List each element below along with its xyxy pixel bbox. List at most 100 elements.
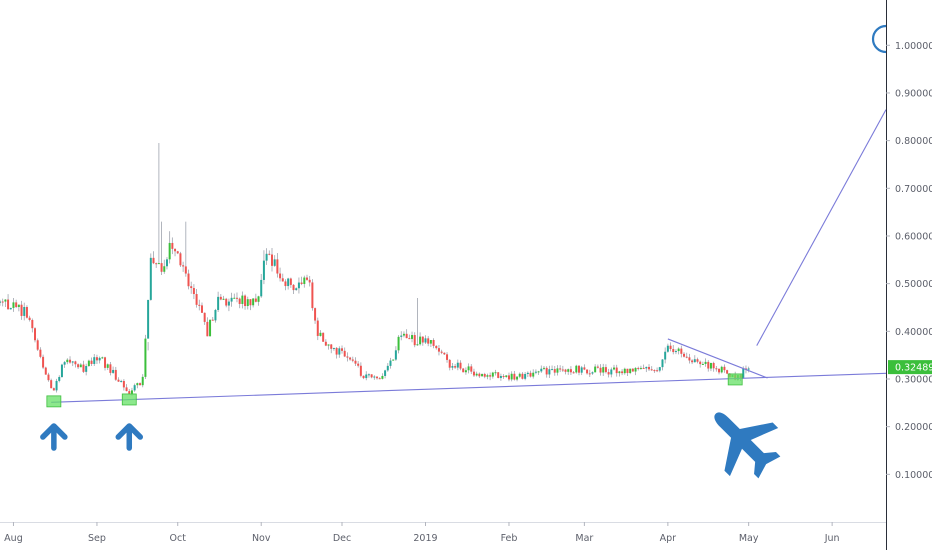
candle [723, 364, 726, 373]
candle-body [362, 375, 365, 379]
candle [707, 360, 710, 372]
candle-body [645, 366, 648, 369]
candle [139, 382, 142, 386]
candle [637, 366, 640, 371]
candle-body [545, 367, 548, 375]
candle [629, 368, 632, 375]
candle-body [60, 364, 63, 378]
candle [613, 364, 616, 371]
candle [602, 363, 605, 377]
candle-body [456, 362, 459, 368]
candle-body [693, 359, 696, 363]
candle [572, 370, 575, 374]
candle [489, 372, 492, 381]
candle-body [683, 353, 686, 357]
candle-body [9, 307, 12, 310]
candle [669, 342, 672, 352]
candle-body [715, 368, 718, 370]
candle-body [85, 366, 88, 372]
candle-body [448, 359, 451, 368]
candle [715, 365, 718, 372]
candle-body [408, 338, 411, 340]
candle [69, 356, 72, 364]
logo-icon [871, 24, 887, 54]
candle [712, 361, 715, 372]
candle [513, 370, 516, 381]
candle-body [429, 339, 432, 344]
candle-body [397, 336, 400, 351]
candle [109, 362, 112, 376]
candle-body [405, 333, 408, 339]
candle-body [594, 366, 597, 373]
candle [553, 365, 556, 376]
candle [588, 369, 591, 378]
candle-body [696, 359, 699, 362]
candle [402, 331, 405, 338]
candle [297, 277, 300, 294]
candle-body [25, 307, 28, 318]
candle-body [354, 360, 357, 364]
candle-body [227, 301, 230, 306]
candle-body [561, 369, 564, 371]
candle [680, 345, 683, 358]
candle [104, 356, 107, 371]
candle [12, 298, 15, 312]
candle [47, 372, 50, 382]
candle-body [381, 375, 384, 379]
drawings-layer [40, 109, 887, 479]
candle-body [50, 380, 53, 389]
candle-body [281, 278, 284, 282]
candle-body [376, 376, 379, 379]
candle-body [537, 371, 540, 373]
candle [548, 365, 551, 378]
candle [594, 364, 597, 373]
candle-body [168, 242, 171, 260]
candle [526, 371, 529, 378]
candle-body [604, 367, 607, 373]
candle-body [106, 364, 109, 368]
candle-body [720, 366, 723, 373]
candle-body [486, 375, 489, 377]
candle-body [440, 351, 443, 353]
candle [556, 365, 559, 376]
candle-body [688, 357, 691, 361]
candle [246, 296, 249, 310]
candle-body [17, 304, 20, 308]
candle [149, 253, 152, 301]
candle [370, 374, 373, 379]
candle [381, 373, 384, 380]
candle [580, 365, 583, 376]
candle-body [306, 277, 309, 280]
candle-body [152, 257, 155, 264]
candle-body [402, 333, 405, 336]
candle [451, 362, 454, 371]
candle-body [211, 319, 214, 321]
candle-body [7, 299, 10, 310]
candle-body [182, 265, 185, 267]
candle [144, 334, 147, 379]
candle-body [42, 356, 45, 368]
candle-body [669, 345, 672, 350]
candle [648, 364, 651, 372]
candle-body [311, 282, 314, 309]
candle [157, 143, 160, 265]
candle-body [63, 362, 66, 365]
candle-body [319, 332, 322, 336]
candle [384, 369, 387, 379]
candle-body [367, 374, 370, 376]
support-touch-marker [46, 395, 62, 408]
candle [365, 371, 368, 381]
candle [354, 357, 357, 367]
candle-body [664, 351, 667, 360]
candle-body [602, 367, 605, 373]
candle-body [260, 279, 263, 297]
candle [674, 349, 677, 355]
candle [200, 302, 203, 314]
candle-body [31, 319, 34, 329]
candle [435, 345, 438, 350]
candle-body [394, 350, 397, 360]
candle [171, 237, 174, 255]
candle [677, 347, 680, 355]
candle [505, 375, 508, 378]
